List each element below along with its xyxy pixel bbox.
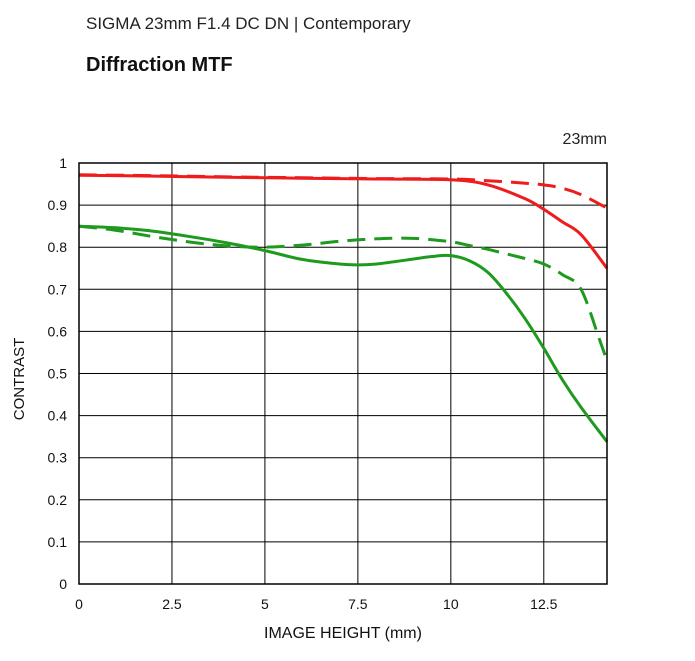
x-tick-label: 5 [261, 596, 269, 612]
y-tick-label: 0.5 [48, 366, 68, 382]
x-tick-label: 2.5 [162, 596, 182, 612]
y-axis-label: CONTRAST [11, 338, 28, 421]
x-axis-label: IMAGE HEIGHT (mm) [264, 625, 422, 642]
y-tick-label: 0.6 [48, 323, 68, 339]
y-tick-label: 0.3 [48, 450, 68, 466]
y-tick-label: 0.1 [48, 534, 68, 550]
y-tick-label: 0.7 [48, 281, 68, 297]
y-tick-label: 0.4 [48, 408, 68, 424]
chart-title: Diffraction MTF [86, 54, 233, 76]
y-tick-label: 0 [59, 576, 67, 592]
y-tick-label: 0.8 [48, 239, 68, 255]
series-line-green-dashed [78, 224, 609, 362]
series-line-red-solid [78, 173, 609, 270]
series-line-red-dashed [78, 173, 608, 210]
x-tick-label: 10 [443, 596, 459, 612]
x-tick-label: 7.5 [348, 596, 368, 612]
lens-name: SIGMA 23mm F1.4 DC DN | Contemporary [86, 14, 411, 33]
focal-length-label: 23mm [563, 131, 607, 148]
plot-frame [78, 162, 608, 585]
x-tick-label: 0 [75, 596, 83, 612]
y-tick-label: 0.2 [48, 492, 68, 508]
y-tick-label: 0.9 [48, 197, 68, 213]
x-tick-label: 12.5 [530, 596, 557, 612]
y-tick-label: 1 [59, 155, 67, 171]
series-line-green-solid [78, 224, 609, 443]
